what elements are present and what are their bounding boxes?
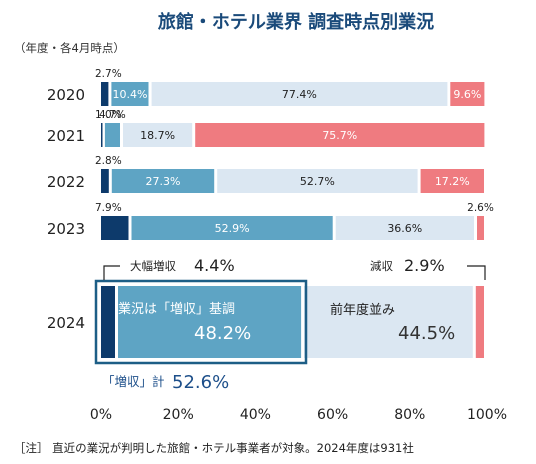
increase-highlight-frame [94,279,308,365]
value-label: 2.6% [467,202,494,214]
value-label: 4.7% [99,109,126,121]
flat-label: 前年度並み [330,302,395,318]
big-increase-value: 4.4% [194,256,235,275]
bar-segment [101,123,103,147]
bar-segment [104,123,120,147]
bar-segment [420,169,484,193]
increase-value: 48.2% [194,323,251,344]
value-label: 2.8% [95,155,122,167]
value-label: 52.9% [215,222,250,235]
value-label: 75.7% [322,129,357,142]
decrease-value: 2.9% [404,256,445,275]
value-label: 10.4% [113,88,148,101]
x-tick-label: 0% [90,407,112,423]
category-label: 2023 [47,220,85,238]
bar-segment [101,216,129,240]
x-tick-label: 80% [394,407,425,423]
bar-segment [217,169,418,193]
bar-segment [335,216,474,240]
category-label: 2024 [47,314,85,332]
total-increase-label: 「増収」計 [102,374,165,389]
bar-segment [131,216,333,240]
bar-segment [101,82,109,106]
bar-segment [475,286,484,358]
chart-subtitle: （年度・各4月時点） [14,41,125,55]
value-label: 36.6% [387,222,422,235]
bar-segment [151,82,448,106]
value-label: 1.0% [95,109,122,121]
value-label: 18.7% [140,129,175,142]
value-label: 52.7% [300,175,335,188]
bracket-left [103,265,120,280]
category-label: 2020 [47,86,85,104]
x-tick-label: 40% [240,407,271,423]
value-label: 7.9% [95,202,122,214]
value-label: 17.2% [435,175,470,188]
bars-group: 2020 2.7% 10.4% 77.4% 9.6% 2021 1.0%4.7% 18.7% 7… [47,68,494,358]
footnote: ［注］ 直近の業況が判明した旅館・ホテル事業者が対象。2024年度は931社 [14,441,414,455]
bracket-right [467,265,486,280]
x-tick-label: 60% [317,407,348,423]
increase-label: 業況は「増収」基調 [118,301,235,317]
decrease-label: 減収 [370,259,393,273]
value-label: 27.3% [146,175,181,188]
bar-segment [111,169,215,193]
value-label: 9.6% [453,88,481,101]
chart-title: 旅館・ホテル業界 調査時点別業況 [158,11,434,33]
bar-segment [304,286,473,358]
value-label: 77.4% [282,88,317,101]
value-label: 2.7% [95,68,122,80]
category-label: 2021 [47,127,85,145]
bar-segment [195,123,485,147]
x-tick-label: 20% [163,407,194,423]
bar-segment [101,169,109,193]
x-axis-ticks: 0% 20% 40% 60% 80% 100% [90,407,507,423]
x-tick-label: 100% [467,407,507,423]
bar-segment [123,123,193,147]
big-increase-label: 大幅増収 [130,259,176,273]
bar-segment [101,286,115,358]
bar-segment [477,216,484,240]
flat-value: 44.5% [398,323,455,344]
bar-segment [450,82,485,106]
category-label: 2022 [47,173,85,191]
total-increase-value: 52.6% [172,372,229,393]
bar-segment [111,82,149,106]
bar-segment [118,286,302,358]
